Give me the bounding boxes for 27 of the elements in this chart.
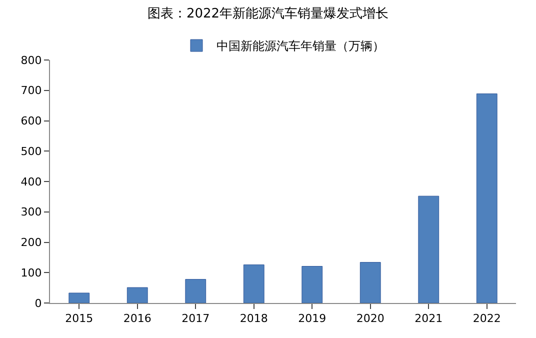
bar: [302, 266, 323, 303]
bar: [185, 279, 206, 303]
legend-label: 中国新能源汽车年销量（万辆）: [216, 39, 384, 54]
x-tick-label: 2020: [356, 312, 384, 326]
y-tick-label: 300: [20, 206, 42, 219]
bar: [476, 93, 498, 303]
x-tick-label: 2021: [414, 312, 443, 326]
x-tick-label: 2022: [472, 312, 501, 326]
bar: [68, 292, 90, 303]
y-tick-label: 400: [20, 175, 42, 188]
x-tick-label: 2018: [240, 312, 268, 326]
y-tick-label: 500: [20, 144, 42, 158]
y-tick-label: 800: [20, 54, 42, 67]
bar: [243, 264, 264, 303]
y-tick-label: 100: [20, 266, 42, 280]
chart-title: 图表：2022年新能源汽车销量爆发式增长: [147, 6, 389, 22]
x-tick-label: 2019: [298, 312, 326, 326]
y-tick-label: 600: [20, 114, 42, 128]
bar: [126, 287, 148, 303]
x-tick-label: 2015: [65, 312, 94, 326]
y-tick-label: 0: [34, 296, 42, 310]
y-tick-label: 700: [20, 84, 42, 98]
y-tick-label: 200: [20, 236, 42, 250]
x-tick-label: 2017: [182, 312, 210, 326]
bar: [418, 196, 440, 303]
bar: [360, 262, 381, 303]
x-tick-label: 2016: [123, 312, 152, 326]
